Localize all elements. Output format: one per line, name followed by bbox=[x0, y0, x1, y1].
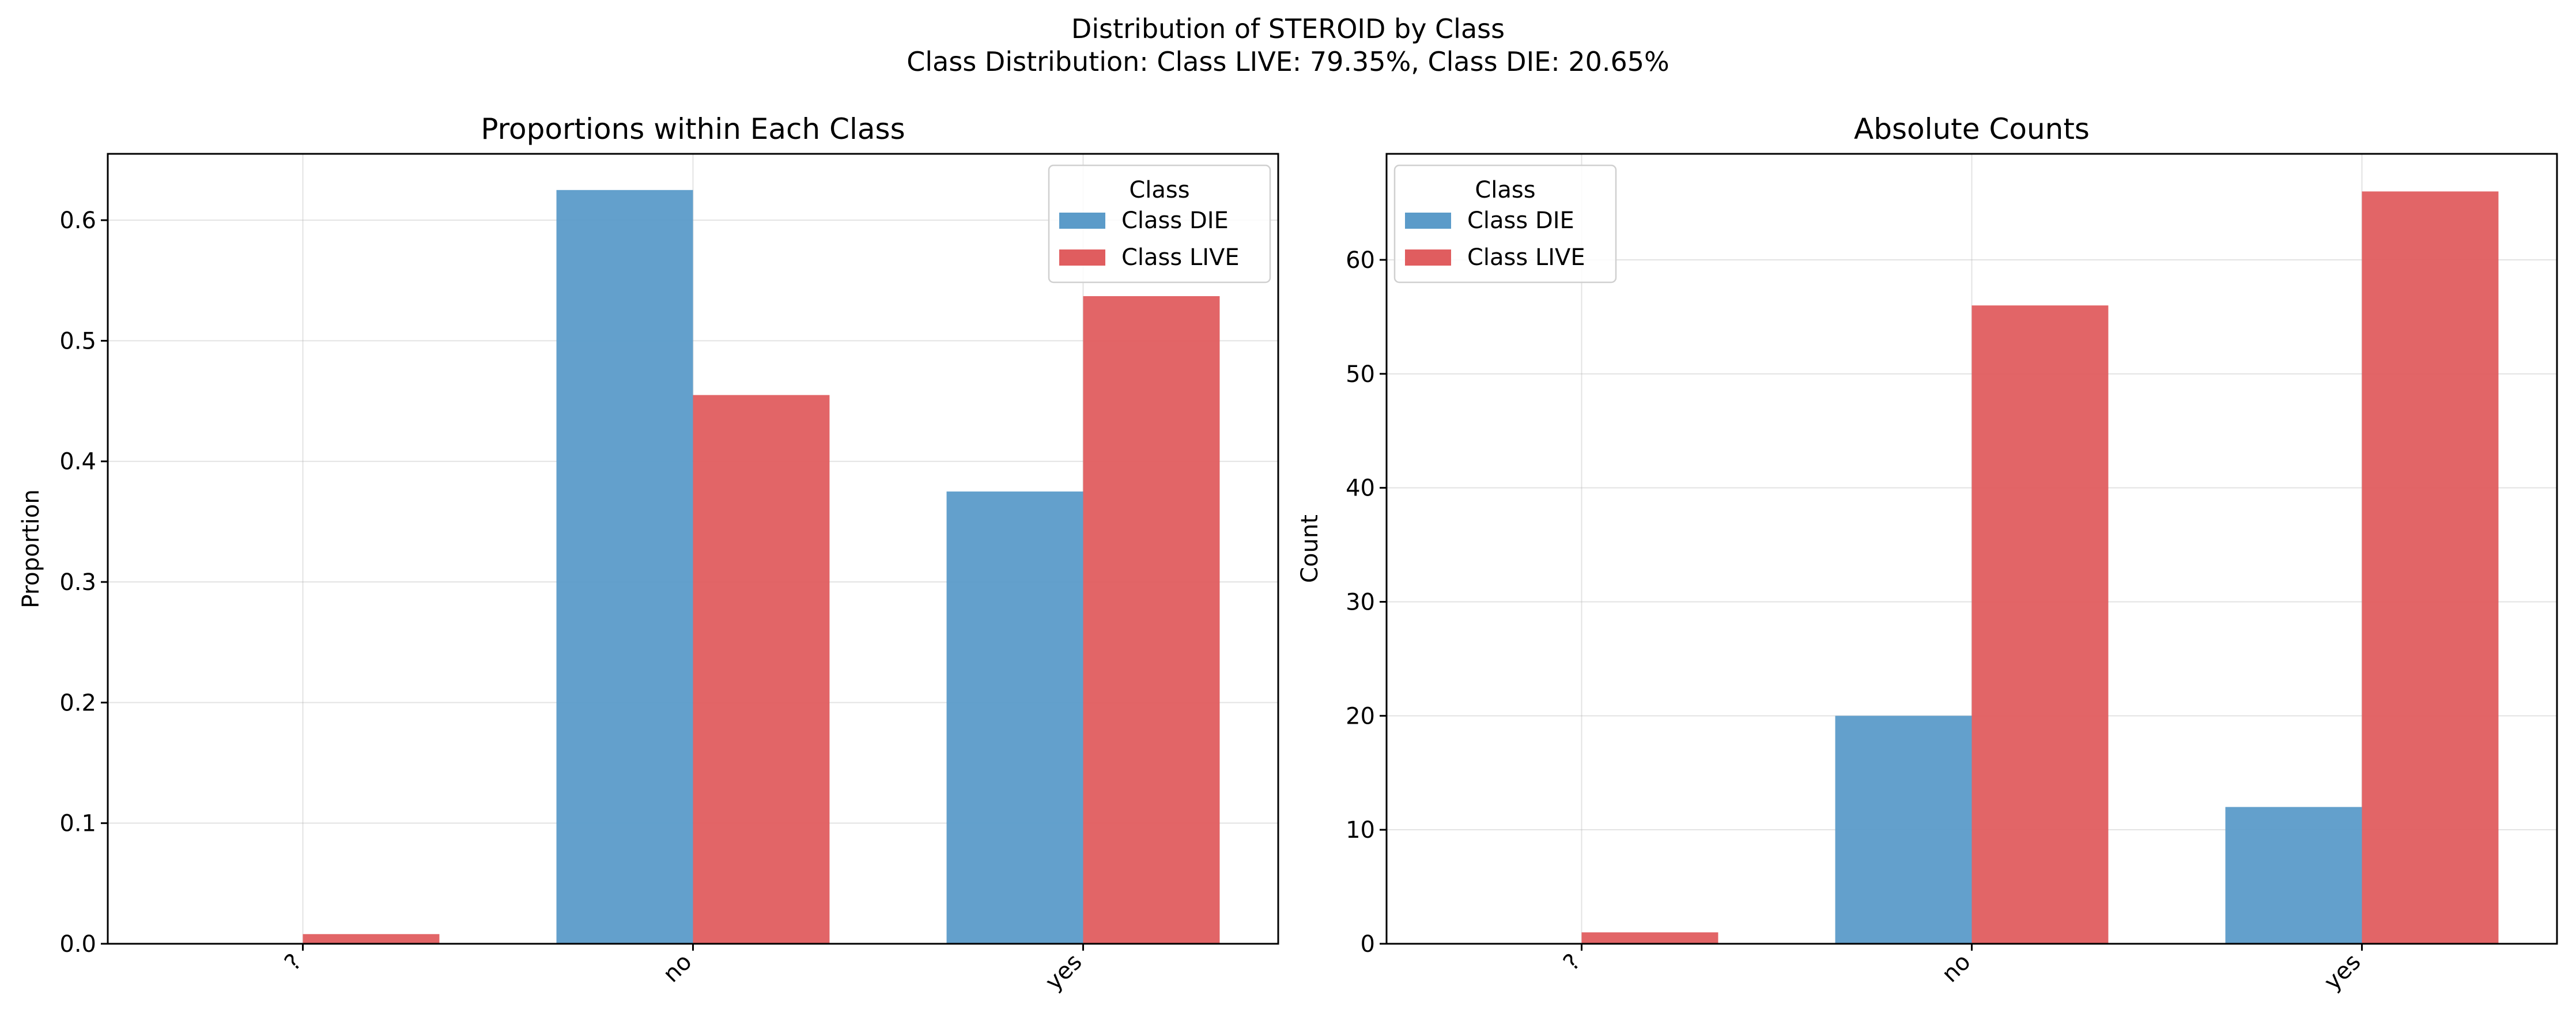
chart0-bar-die-1 bbox=[556, 190, 693, 944]
chart1-y-tick-label-4: 40 bbox=[1346, 475, 1375, 502]
figure-suptitle-line1: Distribution of STEROID by Class bbox=[1071, 13, 1505, 44]
chart1-x-tick-label-0: ? bbox=[1558, 949, 1586, 977]
chart0-y-tick-label-6: 0.6 bbox=[59, 207, 96, 234]
chart1-legend-swatch-die bbox=[1405, 213, 1451, 229]
chart0-bar-live-2 bbox=[1083, 296, 1220, 944]
chart0-y-axis-label: Proportion bbox=[18, 489, 44, 608]
chart1-bar-live-0 bbox=[1581, 932, 1718, 944]
chart1-y-tick-label-5: 50 bbox=[1346, 361, 1375, 388]
chart1-y-axis-label: Count bbox=[1297, 515, 1323, 583]
chart0-x-tick-label-0: ? bbox=[279, 949, 307, 977]
chart0-bar-live-1 bbox=[693, 395, 830, 944]
chart1-legend-swatch-live bbox=[1405, 249, 1451, 266]
chart0-y-tick-label-5: 0.5 bbox=[59, 328, 96, 354]
chart1-bar-die-2 bbox=[2225, 807, 2362, 944]
chart1-legend-title: Class bbox=[1475, 177, 1535, 203]
figure-suptitle-line2: Class Distribution: Class LIVE: 79.35%, … bbox=[906, 46, 1669, 77]
chart0-legend-swatch-die bbox=[1059, 213, 1105, 229]
chart1-legend-label-die: Class DIE bbox=[1467, 207, 1574, 234]
chart0-legend: Class Class DIE Class LIVE bbox=[1048, 164, 1271, 283]
chart0-y-tick-label-1: 0.1 bbox=[59, 811, 96, 837]
chart1-x-tick-label-2: yes bbox=[2319, 949, 2366, 996]
chart1-bar-live-1 bbox=[1971, 305, 2109, 944]
chart0-y-tick-label-4: 0.4 bbox=[59, 449, 96, 475]
chart0-legend-swatch-live bbox=[1059, 249, 1105, 266]
chart0-legend-label-die: Class DIE bbox=[1121, 207, 1229, 234]
chart0-legend-label-live: Class LIVE bbox=[1121, 244, 1240, 271]
chart0-legend-title: Class bbox=[1129, 177, 1189, 203]
chart1-title: Absolute Counts bbox=[1854, 112, 2090, 146]
chart0-y-tick-label-0: 0.0 bbox=[59, 931, 96, 958]
chart0-x-tick-label-1: no bbox=[658, 949, 697, 988]
chart0-title: Proportions within Each Class bbox=[481, 112, 905, 146]
left-chart-proportions: 0.0 0.1 0.2 0.3 0.4 0.5 0.6? no yes Proportions w… bbox=[18, 112, 1279, 996]
chart0-bar-live-0 bbox=[303, 934, 440, 944]
chart1-y-tick-label-2: 20 bbox=[1346, 703, 1375, 729]
chart1-bar-die-1 bbox=[1835, 716, 1972, 944]
chart1-x-tick-label-1: no bbox=[1937, 949, 1976, 988]
chart1-legend-label-live: Class LIVE bbox=[1467, 244, 1585, 271]
chart0-y-tick-label-3: 0.3 bbox=[59, 569, 96, 596]
chart1-y-tick-label-3: 30 bbox=[1346, 589, 1375, 615]
chart1-y-tick-label-0: 0 bbox=[1361, 931, 1375, 958]
chart0-y-tick-label-2: 0.2 bbox=[59, 690, 96, 716]
right-chart-absolute-counts: 0 10 20 30 40 50 60? no yes Absolute Counts Count C… bbox=[1297, 112, 2558, 996]
chart1-y-tick-label-1: 10 bbox=[1346, 817, 1375, 844]
chart1-y-tick-label-6: 60 bbox=[1346, 247, 1375, 274]
chart1-legend: Class Class DIE Class LIVE bbox=[1393, 164, 1617, 283]
chart0-bar-die-2 bbox=[946, 491, 1083, 944]
chart1-bar-live-2 bbox=[2362, 191, 2499, 944]
chart0-x-tick-label-2: yes bbox=[1040, 949, 1087, 996]
